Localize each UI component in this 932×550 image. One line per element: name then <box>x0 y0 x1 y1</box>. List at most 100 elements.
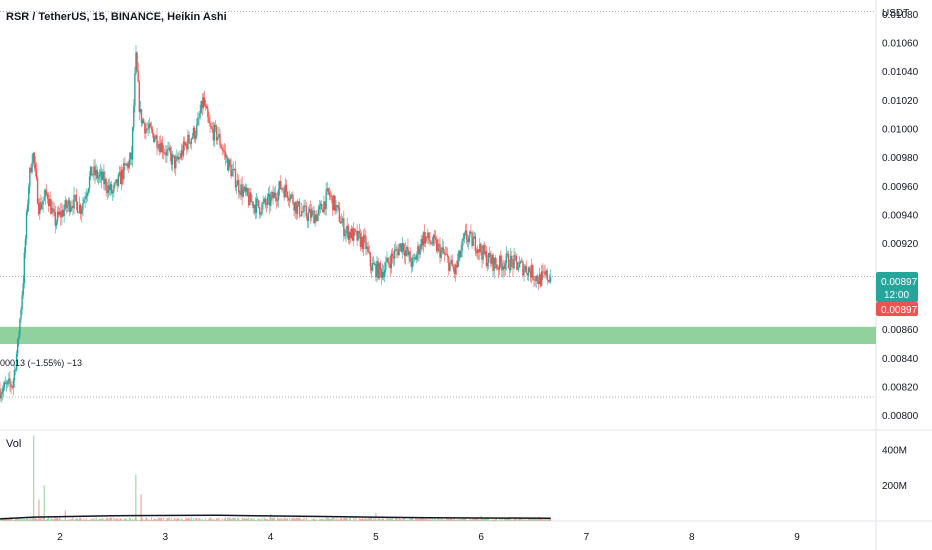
candle-body <box>61 210 63 218</box>
candle-body <box>304 205 306 207</box>
candle-body <box>68 200 71 212</box>
volume-bar <box>495 517 497 521</box>
volume-bar <box>345 517 347 521</box>
volume-bar <box>198 517 200 521</box>
volume-bar <box>373 517 375 521</box>
candle-body <box>454 264 457 274</box>
volume-bar <box>25 518 28 521</box>
candle-body <box>546 270 548 281</box>
volume-bars <box>0 435 552 521</box>
support-zone[interactable] <box>0 326 876 344</box>
volume-bar <box>285 519 287 521</box>
candle-body <box>542 271 544 273</box>
volume-bar <box>298 517 301 521</box>
time-tick-label: 2 <box>57 532 63 543</box>
candle-body <box>54 212 56 226</box>
candle-body <box>12 380 14 388</box>
volume-bar <box>325 517 327 521</box>
volume-bar <box>408 519 410 521</box>
candle-body <box>223 150 226 152</box>
volume-bar <box>379 519 381 521</box>
candle-body <box>400 243 403 252</box>
volume-bar <box>306 520 308 521</box>
volume-bar <box>354 520 356 521</box>
candle-body <box>456 260 459 268</box>
volume-bar <box>255 520 258 521</box>
volume-bar <box>326 517 328 521</box>
candle-body <box>154 138 156 142</box>
candle-body <box>203 97 206 106</box>
candle-body <box>182 141 185 156</box>
volume-bar <box>474 518 476 521</box>
candle-body <box>204 105 207 107</box>
volume-bar <box>440 519 442 521</box>
volume-bar <box>161 520 164 521</box>
candle-body <box>398 247 400 256</box>
candle-body <box>336 205 338 206</box>
candle-body <box>377 261 379 279</box>
candle-body <box>230 164 232 177</box>
volume-bar <box>380 519 383 521</box>
volume-bar <box>364 518 366 521</box>
candle-body <box>155 135 157 139</box>
volume-spike <box>33 435 35 521</box>
volume-bar <box>197 520 199 521</box>
candle-body <box>131 127 134 160</box>
candle-body <box>118 172 121 176</box>
price-tick-label: 0.01000 <box>882 125 919 136</box>
volume-bar <box>392 519 395 521</box>
volume-bar <box>496 520 499 521</box>
volume-bar <box>271 518 273 521</box>
volume-bar <box>310 520 312 521</box>
candle-body <box>67 200 70 206</box>
candle-body <box>120 169 123 185</box>
candle-body <box>197 118 199 125</box>
candle-body <box>382 272 385 277</box>
candle-body <box>11 387 13 388</box>
volume-bar <box>92 519 94 521</box>
candle-body <box>278 181 281 189</box>
volume-bar <box>448 518 450 521</box>
volume-bar <box>528 518 531 521</box>
volume-bar <box>243 517 245 521</box>
volume-bar <box>322 518 324 521</box>
candle-body <box>85 196 87 199</box>
volume-bar <box>400 519 402 521</box>
volume-bar <box>453 518 455 521</box>
candle-body <box>396 248 398 251</box>
candle-body <box>518 262 521 268</box>
volume-bar <box>468 519 470 521</box>
candle-body <box>212 129 215 141</box>
volume-bar <box>402 517 405 521</box>
volume-bar <box>279 518 281 521</box>
volume-bar <box>391 518 394 521</box>
time-axis[interactable]: 2 3 4 5 6 7 8 9 <box>57 532 800 543</box>
volume-bar <box>491 519 493 521</box>
volume-bar <box>273 517 275 521</box>
volume-bar <box>276 517 279 521</box>
volume-bar <box>74 518 76 521</box>
candle-body <box>483 244 485 254</box>
candle-body <box>166 149 168 156</box>
candle-body <box>464 230 467 234</box>
candle-body <box>323 201 325 213</box>
candle-body <box>515 255 517 262</box>
volume-bar <box>338 519 340 521</box>
candle-body <box>162 152 165 154</box>
candle-body <box>267 193 270 197</box>
volume-bar <box>452 519 454 521</box>
candle-body <box>549 276 552 283</box>
price-axis[interactable]: 0.01080 0.01060 0.01040 0.01020 0.01000 0.009… <box>882 10 919 422</box>
candle-body <box>149 123 152 128</box>
volume-bar <box>240 520 242 521</box>
candle-body <box>148 123 150 129</box>
candle-body <box>432 235 435 244</box>
candle-body <box>248 195 250 206</box>
candle-body <box>169 147 171 154</box>
candle-body <box>254 204 257 213</box>
candle-body <box>87 188 90 194</box>
candle-body <box>502 266 504 271</box>
volume-bar <box>513 519 515 521</box>
candle-body <box>147 128 149 130</box>
